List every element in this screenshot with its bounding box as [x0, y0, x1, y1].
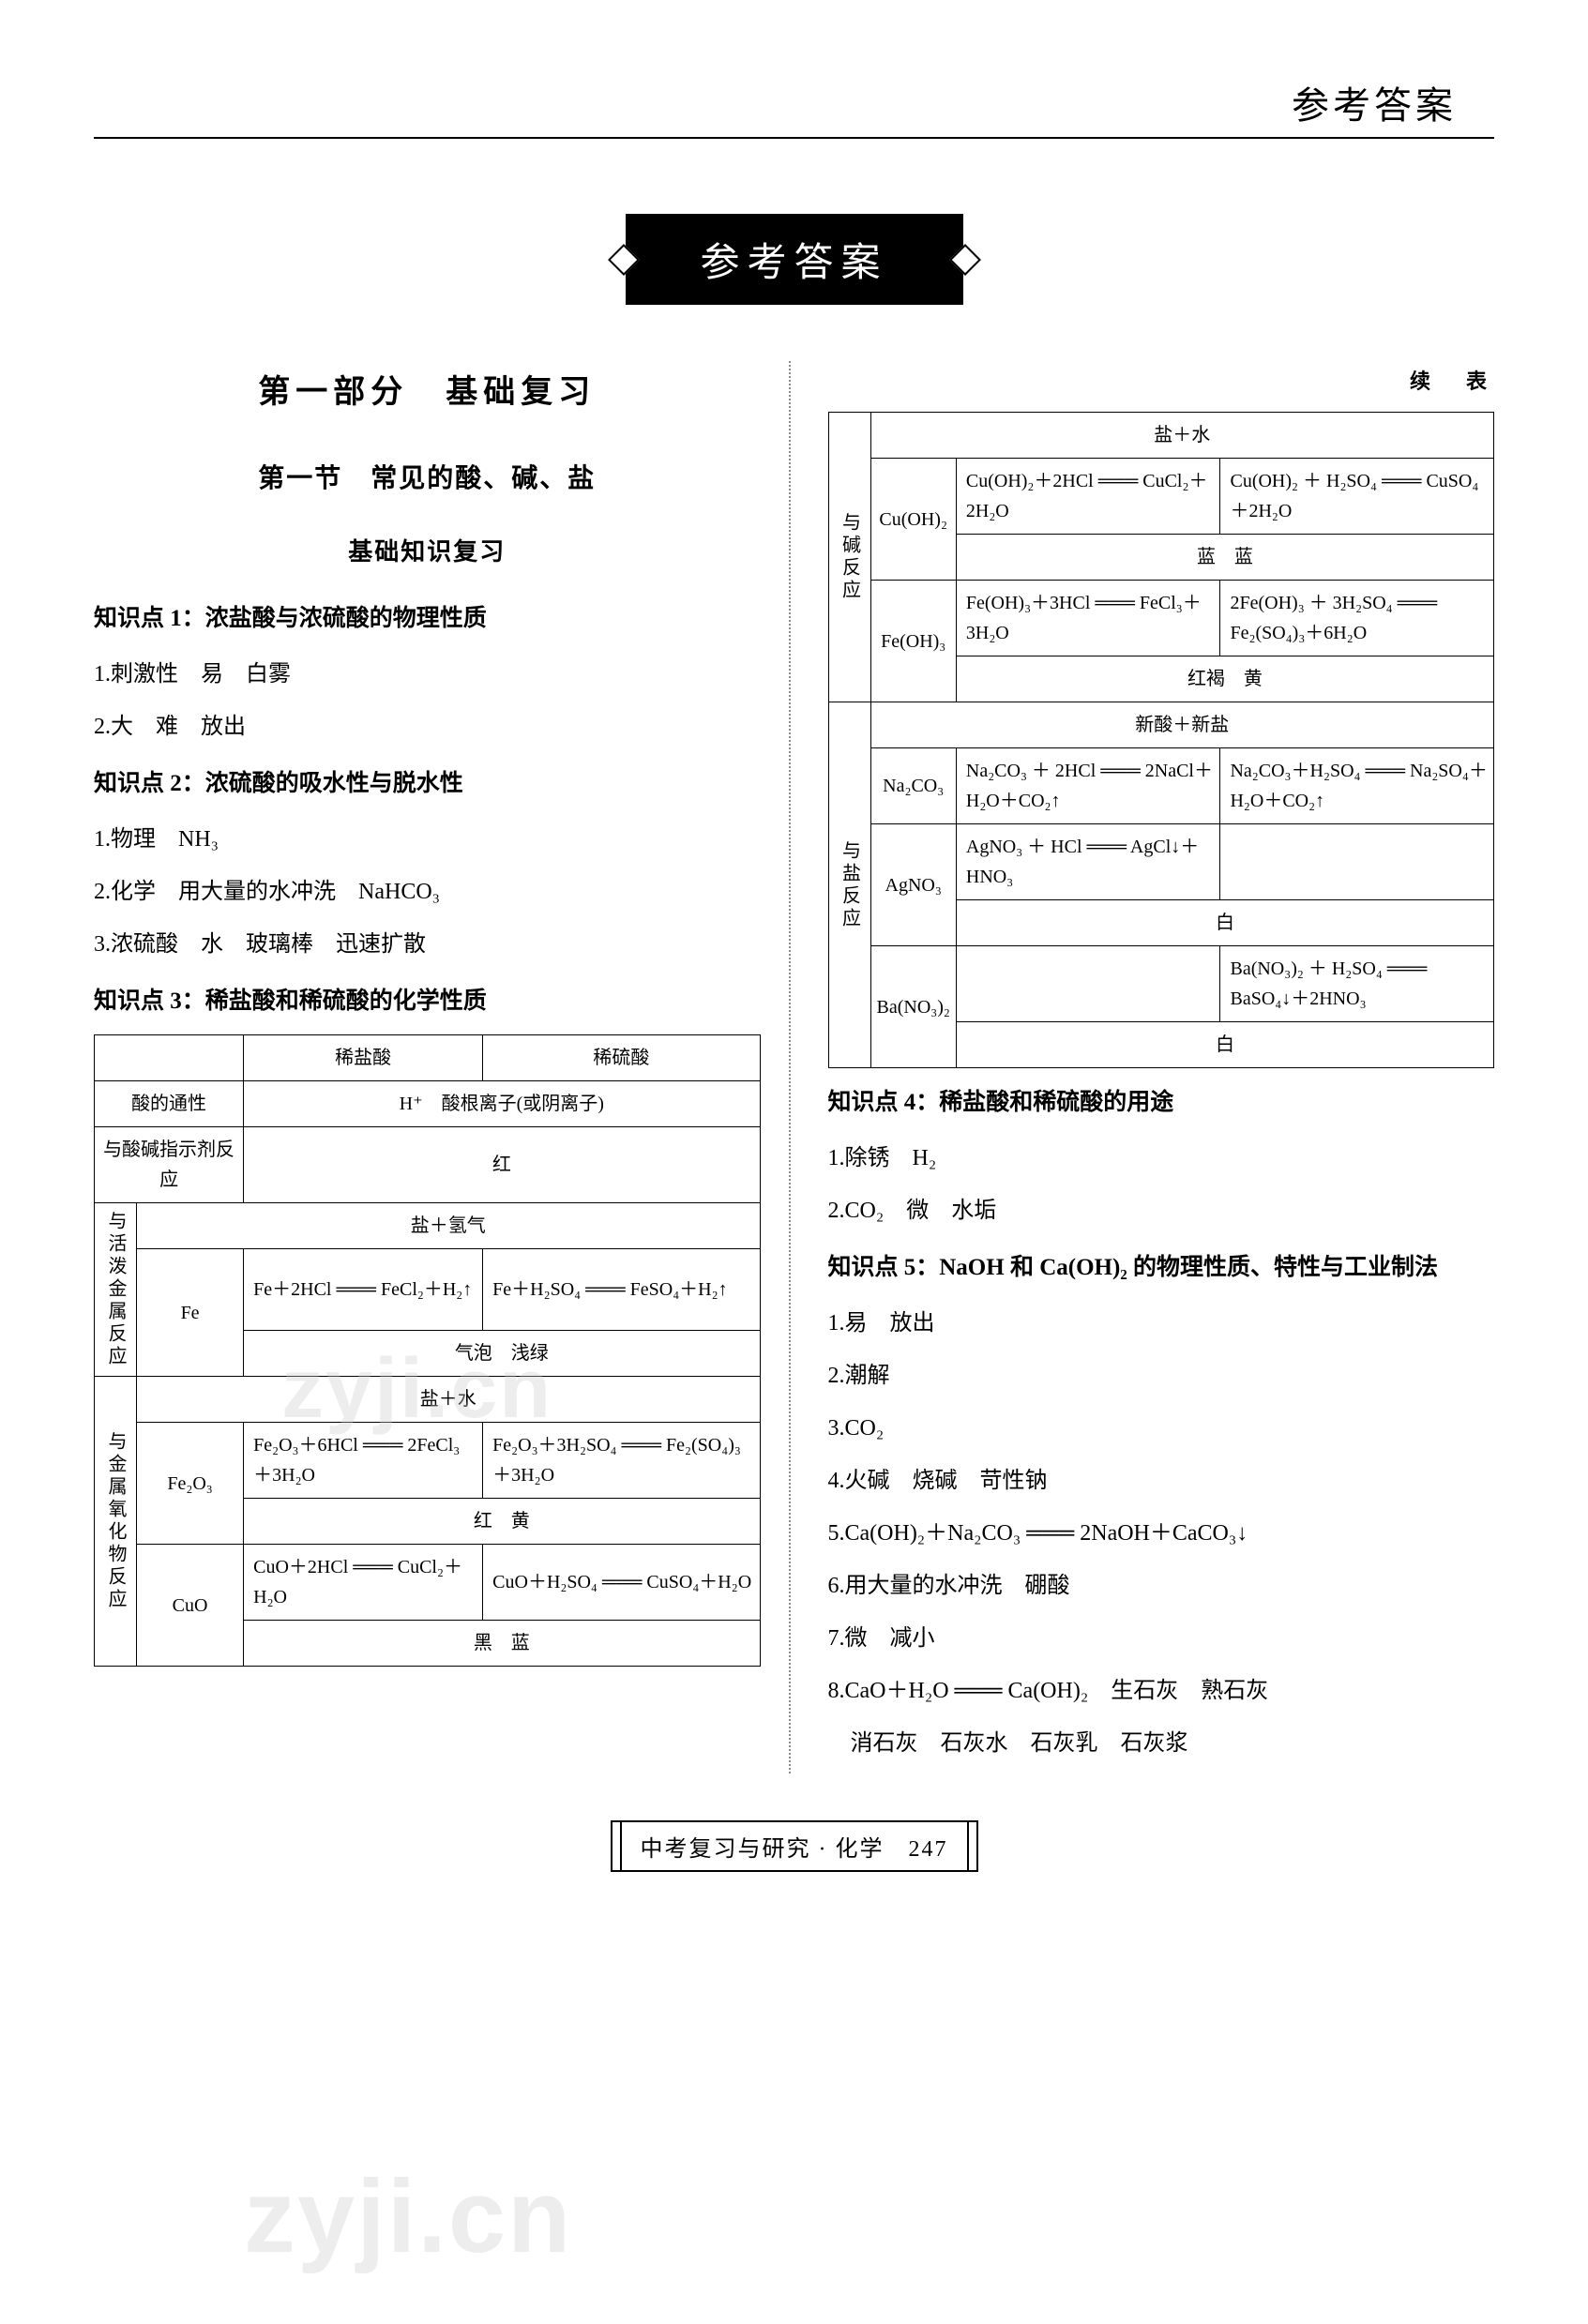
watermark-2-icon: zyji.cn [244, 2157, 572, 2276]
feoh3-label: Fe(OH)₃ [870, 581, 956, 702]
fe-label: Fe [137, 1249, 244, 1377]
subsection-title: 基础知识复习 [94, 528, 761, 577]
acid-properties-table: 稀盐酸 稀硫酸 酸的通性 H⁺ 酸根离子(或阴离子) 与酸碱指示剂反应 红 与活… [94, 1034, 761, 1667]
fe2o3-label: Fe₂O₃ [137, 1423, 244, 1545]
cuo-label: CuO [137, 1545, 244, 1667]
feoh3-hcl: Fe(OH)₃＋3HCl ═══ FeCl₃＋3H₂O [956, 581, 1220, 656]
salt-header: 新酸＋新盐 [870, 702, 1494, 748]
na2co3-label: Na₂CO₃ [870, 748, 956, 824]
continue-label: 续 表 [828, 361, 1495, 402]
bano32-observe: 白 [956, 1022, 1493, 1068]
cuoh2-hcl: Cu(OH)₂＋2HCl ═══ CuCl₂＋2H₂O [956, 459, 1220, 535]
cat-salt: 与盐反应 [828, 702, 870, 1068]
kp5-item1: 1.易 放出 [828, 1301, 1495, 1346]
kp4-item1: 1.除锈 H₂ [828, 1136, 1495, 1181]
kp3-heading: 知识点 3：稀盐酸和稀硫酸的化学性质 [94, 978, 761, 1025]
kp4-item2: 2.CO₂ 微 水垢 [828, 1188, 1495, 1233]
agno3-hcl: AgNO₃ ＋ HCl ═══ AgCl↓＋HNO₃ [956, 824, 1220, 900]
cuo-h2so4: CuO＋H₂SO₄ ═══ CuSO₄＋H₂O [483, 1545, 760, 1621]
metal-header: 盐＋氢气 [137, 1203, 761, 1249]
na2co3-hcl: Na₂CO₃ ＋ 2HCl ═══ 2NaCl＋H₂O＋CO₂↑ [956, 748, 1220, 824]
cat-base: 与碱反应 [828, 413, 870, 702]
cell-indicator: 红 [244, 1127, 760, 1203]
kp5-item8b: 消石灰 石灰水 石灰乳 石灰浆 [828, 1721, 1495, 1766]
fe2o3-hcl: Fe₂O₃＋6HCl ═══ 2FeCl₃＋3H₂O [244, 1423, 483, 1499]
left-column: 第一部分 基础复习 第一节 常见的酸、碱、盐 基础知识复习 知识点 1：浓盐酸与… [94, 361, 791, 1773]
agno3-observe: 白 [956, 900, 1493, 946]
feoh3-observe: 红褐 黄 [956, 656, 1493, 702]
cuoh2-label: Cu(OH)₂ [870, 459, 956, 581]
kp5-item6: 6.用大量的水冲洗 硼酸 [828, 1563, 1495, 1608]
page-footer: 中考复习与研究 · 化学 247 [94, 1820, 1494, 1872]
cat-metal-oxide: 与金属氧化物反应 [95, 1377, 137, 1667]
row-acid-general: 酸的通性 [95, 1081, 244, 1127]
th-hcl: 稀盐酸 [244, 1035, 483, 1081]
oxide-header: 盐＋水 [137, 1377, 761, 1423]
cat-active-metal: 与活泼金属反应 [95, 1203, 137, 1377]
kp1-heading: 知识点 1：浓盐酸与浓硫酸的物理性质 [94, 596, 761, 642]
kp2-item2: 2.化学 用大量的水冲洗 NaHCO₃ [94, 869, 761, 914]
fe-h2so4: Fe＋H₂SO₄ ═══ FeSO₄＋H₂↑ [483, 1249, 760, 1331]
right-column: 续 表 与碱反应 盐＋水 Cu(OH)₂ Cu(OH)₂＋2HCl ═══ Cu… [828, 361, 1495, 1773]
cuo-observe: 黑 蓝 [244, 1621, 760, 1667]
bano32-h2so4: Ba(NO₃)₂ ＋ H₂SO₄ ═══ BaSO₄↓＋2HNO₃ [1220, 946, 1494, 1022]
fe2o3-h2so4: Fe₂O₃＋3H₂SO₄ ═══ Fe₂(SO₄)₃＋3H₂O [483, 1423, 760, 1499]
agno3-label: AgNO₃ [870, 824, 956, 946]
kp5-item8a: 8.CaO＋H₂O ═══ Ca(OH)₂ 生石灰 熟石灰 [828, 1668, 1495, 1713]
content-columns: 第一部分 基础复习 第一节 常见的酸、碱、盐 基础知识复习 知识点 1：浓盐酸与… [94, 361, 1494, 1773]
fe-observe: 气泡 浅绿 [244, 1331, 760, 1377]
part-title: 第一部分 基础复习 [94, 361, 761, 425]
base-header: 盐＋水 [870, 413, 1494, 459]
fe2o3-observe: 红 黄 [244, 1499, 760, 1545]
kp1-item1: 1.刺激性 易 白雾 [94, 652, 761, 697]
kp2-heading: 知识点 2：浓硫酸的吸水性与脱水性 [94, 761, 761, 807]
kp5-heading: 知识点 5：NaOH 和 Ca(OH)₂ 的物理性质、特性与工业制法 [828, 1245, 1495, 1291]
kp2-item1: 1.物理 NH₃ [94, 817, 761, 862]
kp5-item7: 7.微 减小 [828, 1616, 1495, 1661]
section-title: 第一节 常见的酸、碱、盐 [94, 453, 761, 506]
kp5-item4: 4.火碱 烧碱 苛性钠 [828, 1458, 1495, 1503]
cuoh2-h2so4: Cu(OH)₂ ＋ H₂SO₄ ═══ CuSO₄＋2H₂O [1220, 459, 1494, 535]
cuo-hcl: CuO＋2HCl ═══ CuCl₂＋H₂O [244, 1545, 483, 1621]
na2co3-h2so4: Na₂CO₃＋H₂SO₄ ═══ Na₂SO₄＋H₂O＋CO₂↑ [1220, 748, 1494, 824]
fe-hcl: Fe＋2HCl ═══ FeCl₂＋H₂↑ [244, 1249, 483, 1331]
cell-acid-general: H⁺ 酸根离子(或阴离子) [244, 1081, 760, 1127]
bano32-label: Ba(NO₃)₂ [870, 946, 956, 1068]
kp5-item5: 5.Ca(OH)₂＋Na₂CO₃ ═══ 2NaOH＋CaCO₃↓ [828, 1511, 1495, 1556]
th-h2so4: 稀硫酸 [483, 1035, 760, 1081]
feoh3-h2so4: 2Fe(OH)₃ ＋ 3H₂SO₄ ═══ Fe₂(SO₄)₃＋6H₂O [1220, 581, 1494, 656]
kp2-item3: 3.浓硫酸 水 玻璃棒 迅速扩散 [94, 922, 761, 967]
acid-properties-table-continued: 与碱反应 盐＋水 Cu(OH)₂ Cu(OH)₂＋2HCl ═══ CuCl₂＋… [828, 412, 1495, 1068]
kp5-item2: 2.潮解 [828, 1353, 1495, 1398]
page-header-title: 参考答案 [94, 75, 1494, 139]
cuoh2-observe: 蓝 蓝 [956, 535, 1493, 581]
kp4-heading: 知识点 4：稀盐酸和稀硫酸的用途 [828, 1079, 1495, 1126]
footer-label: 中考复习与研究 · 化学 247 [620, 1820, 969, 1872]
kp5-item3: 3.CO₂ [828, 1406, 1495, 1451]
row-indicator: 与酸碱指示剂反应 [95, 1127, 244, 1203]
main-title-box: 参考答案 [626, 214, 963, 305]
kp1-item2: 2.大 难 放出 [94, 704, 761, 749]
